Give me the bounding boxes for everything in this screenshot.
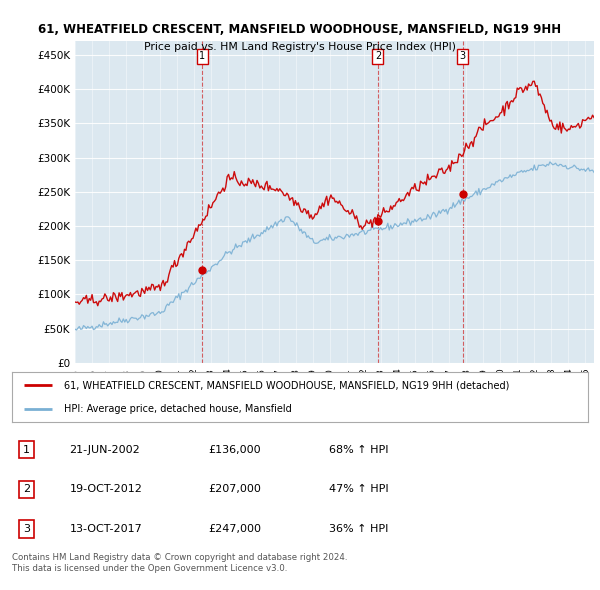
Text: 1: 1: [199, 51, 205, 61]
Text: 19-OCT-2012: 19-OCT-2012: [70, 484, 142, 494]
Text: Contains HM Land Registry data © Crown copyright and database right 2024.
This d: Contains HM Land Registry data © Crown c…: [12, 553, 347, 573]
Text: 68% ↑ HPI: 68% ↑ HPI: [329, 444, 388, 454]
Text: 3: 3: [460, 51, 466, 61]
Text: £136,000: £136,000: [208, 444, 260, 454]
Text: 2: 2: [23, 484, 30, 494]
Text: £207,000: £207,000: [208, 484, 261, 494]
Text: 3: 3: [23, 525, 30, 535]
Text: 1: 1: [23, 444, 30, 454]
Text: Price paid vs. HM Land Registry's House Price Index (HPI): Price paid vs. HM Land Registry's House …: [144, 42, 456, 53]
Text: 13-OCT-2017: 13-OCT-2017: [70, 525, 142, 535]
Text: 36% ↑ HPI: 36% ↑ HPI: [329, 525, 388, 535]
Text: 61, WHEATFIELD CRESCENT, MANSFIELD WOODHOUSE, MANSFIELD, NG19 9HH: 61, WHEATFIELD CRESCENT, MANSFIELD WOODH…: [38, 23, 562, 37]
Text: £247,000: £247,000: [208, 525, 261, 535]
Text: 61, WHEATFIELD CRESCENT, MANSFIELD WOODHOUSE, MANSFIELD, NG19 9HH (detached): 61, WHEATFIELD CRESCENT, MANSFIELD WOODH…: [64, 380, 509, 390]
Text: 47% ↑ HPI: 47% ↑ HPI: [329, 484, 388, 494]
Text: 2: 2: [375, 51, 381, 61]
Text: 21-JUN-2002: 21-JUN-2002: [70, 444, 140, 454]
Text: HPI: Average price, detached house, Mansfield: HPI: Average price, detached house, Mans…: [64, 404, 292, 414]
